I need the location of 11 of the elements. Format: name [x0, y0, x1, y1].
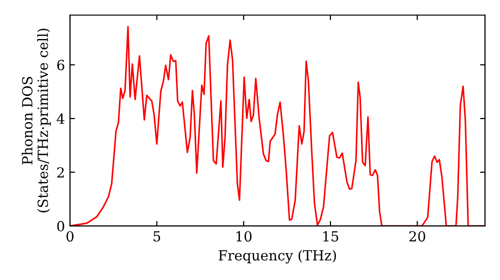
y-tick-label: 4: [56, 113, 64, 124]
y-axis-title: Phonon DOS (States/THz·primitive cell): [22, 28, 51, 212]
x-tick-label: 10: [236, 231, 252, 242]
x-axis-title: Frequency (THz): [218, 250, 336, 264]
y-tick-label: 2: [57, 167, 64, 178]
x-tick-label: 0: [66, 231, 74, 242]
y-tick-label: 0: [57, 220, 64, 232]
x-tick-label: 15: [323, 231, 338, 242]
x-tick-label: 5: [154, 231, 160, 242]
x-tick-label: 20: [409, 231, 426, 242]
y-tick-label: 6: [57, 60, 64, 70]
